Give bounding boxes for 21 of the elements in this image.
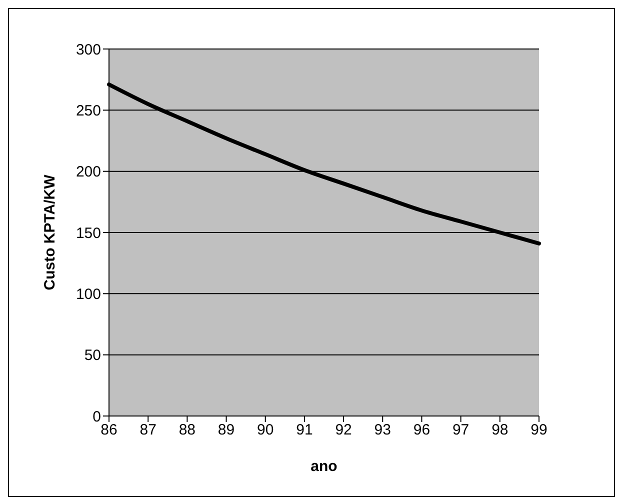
y-tick-label: 150 [76, 224, 101, 242]
x-tick-label: 96 [413, 422, 430, 439]
y-axis-title: Custo KPTA/KW [41, 174, 58, 290]
x-tick-label: 91 [296, 422, 313, 439]
x-tick-label: 93 [374, 422, 391, 439]
x-tick-label: 97 [452, 422, 470, 439]
x-tick-label: 86 [100, 422, 118, 439]
y-tick-label: 200 [76, 164, 101, 181]
y-tick-label: 50 [84, 347, 101, 364]
x-tick-label: 92 [335, 422, 352, 439]
y-tick-label: 250 [76, 102, 101, 120]
x-tick-label: 90 [257, 422, 274, 439]
x-axis-title: ano [310, 458, 338, 475]
y-tick-label: 100 [76, 286, 101, 303]
x-tick-label: 98 [492, 422, 508, 439]
x-tick-label: 87 [140, 422, 156, 439]
x-tick-label: 88 [178, 422, 196, 439]
y-tick-label: 0 [92, 408, 101, 426]
x-tick-label: 89 [218, 422, 235, 439]
y-tick-label: 300 [76, 41, 101, 58]
x-tick-label: 99 [530, 422, 548, 439]
